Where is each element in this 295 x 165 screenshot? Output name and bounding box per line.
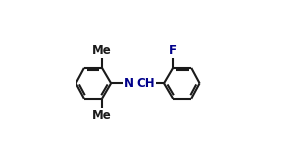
Text: N: N xyxy=(124,77,134,90)
Text: Me: Me xyxy=(92,44,112,57)
Text: F: F xyxy=(169,44,177,57)
Text: Me: Me xyxy=(92,109,112,122)
Text: CH: CH xyxy=(137,77,155,90)
